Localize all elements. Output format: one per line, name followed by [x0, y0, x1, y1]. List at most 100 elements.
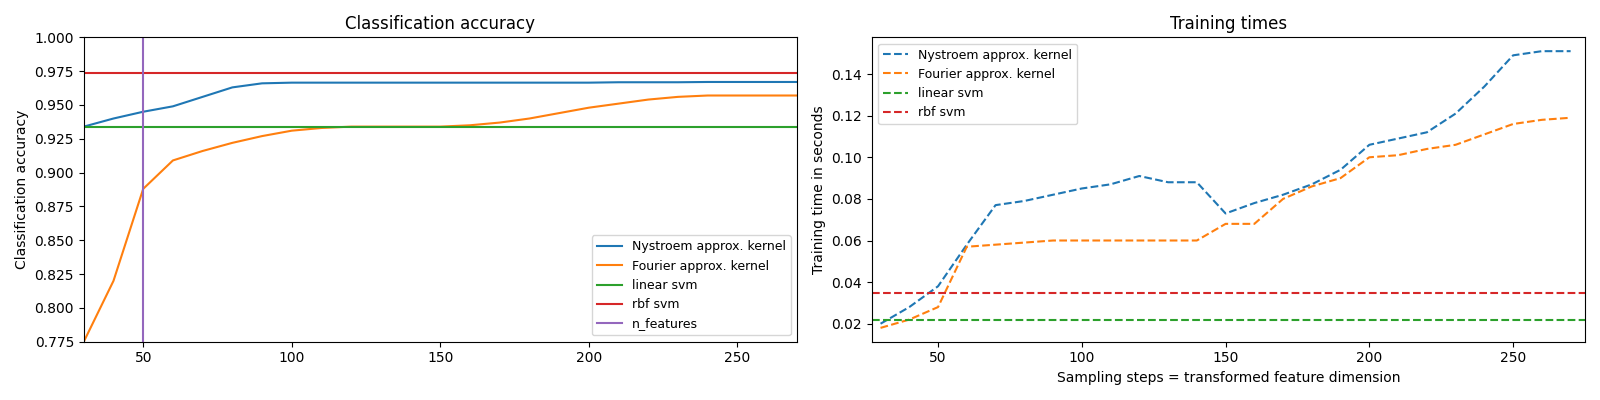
- Nystroem approx. kernel: [1158, 180, 1178, 185]
- Fourier approx. kernel: [1331, 176, 1350, 180]
- Fourier approx. kernel: [1533, 118, 1552, 122]
- Nystroem approx. kernel: [870, 321, 890, 326]
- Fourier approx. kernel: [1418, 146, 1437, 151]
- Nystroem approx. kernel: [1475, 84, 1494, 89]
- Fourier approx. kernel: [1562, 115, 1581, 120]
- Fourier approx. kernel: [1187, 238, 1206, 243]
- Fourier approx. kernel: [371, 124, 390, 129]
- Nystroem approx. kernel: [669, 80, 688, 85]
- Nystroem approx. kernel: [1302, 182, 1322, 187]
- Fourier approx. kernel: [341, 124, 360, 129]
- Title: Training times: Training times: [1170, 15, 1286, 33]
- Nystroem approx. kernel: [222, 85, 242, 90]
- Title: Classification accuracy: Classification accuracy: [346, 15, 536, 33]
- Line: Nystroem approx. kernel: Nystroem approx. kernel: [880, 51, 1571, 324]
- Nystroem approx. kernel: [1360, 142, 1379, 147]
- Nystroem approx. kernel: [698, 80, 717, 84]
- Fourier approx. kernel: [899, 317, 918, 322]
- Fourier approx. kernel: [698, 93, 717, 98]
- Fourier approx. kernel: [1274, 196, 1293, 201]
- Nystroem approx. kernel: [74, 124, 93, 129]
- Y-axis label: Classification accuracy: Classification accuracy: [14, 110, 29, 269]
- Nystroem approx. kernel: [194, 94, 213, 99]
- Nystroem approx. kernel: [1504, 53, 1523, 58]
- Nystroem approx. kernel: [1562, 49, 1581, 54]
- Line: Fourier approx. kernel: Fourier approx. kernel: [880, 118, 1571, 328]
- Nystroem approx. kernel: [787, 80, 806, 84]
- Fourier approx. kernel: [163, 158, 182, 163]
- Fourier approx. kernel: [1072, 238, 1091, 243]
- Legend: Nystroem approx. kernel, Fourier approx. kernel, linear svm, rbf svm, n_features: Nystroem approx. kernel, Fourier approx.…: [592, 236, 790, 336]
- Fourier approx. kernel: [222, 140, 242, 145]
- Fourier approx. kernel: [134, 186, 154, 191]
- Fourier approx. kernel: [1245, 222, 1264, 226]
- Nystroem approx. kernel: [282, 80, 301, 85]
- Fourier approx. kernel: [312, 126, 331, 130]
- Nystroem approx. kernel: [1533, 49, 1552, 54]
- Nystroem approx. kernel: [312, 80, 331, 85]
- Fourier approx. kernel: [728, 93, 747, 98]
- Nystroem approx. kernel: [549, 80, 568, 85]
- Fourier approx. kernel: [430, 124, 450, 129]
- Nystroem approx. kernel: [1274, 192, 1293, 197]
- Nystroem approx. kernel: [928, 284, 947, 289]
- Fourier approx. kernel: [1130, 238, 1149, 243]
- Fourier approx. kernel: [638, 97, 658, 102]
- Nystroem approx. kernel: [1072, 186, 1091, 191]
- Fourier approx. kernel: [549, 111, 568, 116]
- Line: Fourier approx. kernel: Fourier approx. kernel: [83, 96, 797, 342]
- Fourier approx. kernel: [104, 278, 123, 283]
- Nystroem approx. kernel: [371, 80, 390, 85]
- Nystroem approx. kernel: [1043, 192, 1062, 197]
- Fourier approx. kernel: [1158, 238, 1178, 243]
- Nystroem approx. kernel: [899, 305, 918, 310]
- Nystroem approx. kernel: [1216, 211, 1235, 216]
- Fourier approx. kernel: [579, 105, 598, 110]
- Nystroem approx. kernel: [1101, 182, 1120, 187]
- Fourier approx. kernel: [520, 116, 539, 121]
- Fourier approx. kernel: [1389, 153, 1408, 158]
- Fourier approx. kernel: [1446, 142, 1466, 147]
- linear svm: [0, 124, 5, 129]
- Nystroem approx. kernel: [1331, 167, 1350, 172]
- Nystroem approx. kernel: [957, 242, 976, 247]
- Nystroem approx. kernel: [1245, 201, 1264, 206]
- Fourier approx. kernel: [928, 305, 947, 310]
- linear svm: [0, 124, 8, 129]
- rbf svm: [0, 70, 8, 75]
- Fourier approx. kernel: [1014, 240, 1034, 245]
- Fourier approx. kernel: [253, 134, 272, 138]
- Nystroem approx. kernel: [1130, 174, 1149, 178]
- Fourier approx. kernel: [669, 94, 688, 99]
- Y-axis label: Training time in seconds: Training time in seconds: [811, 105, 826, 274]
- Line: Nystroem approx. kernel: Nystroem approx. kernel: [83, 82, 797, 127]
- Nystroem approx. kernel: [163, 104, 182, 109]
- Fourier approx. kernel: [787, 93, 806, 98]
- Nystroem approx. kernel: [402, 80, 421, 85]
- Nystroem approx. kernel: [1014, 198, 1034, 203]
- Nystroem approx. kernel: [579, 80, 598, 85]
- Nystroem approx. kernel: [490, 80, 509, 85]
- Fourier approx. kernel: [870, 326, 890, 330]
- Fourier approx. kernel: [1216, 222, 1235, 226]
- X-axis label: Sampling steps = transformed feature dimension: Sampling steps = transformed feature dim…: [1056, 371, 1400, 385]
- Fourier approx. kernel: [74, 339, 93, 344]
- Fourier approx. kernel: [1302, 184, 1322, 189]
- Nystroem approx. kernel: [1418, 130, 1437, 135]
- Nystroem approx. kernel: [728, 80, 747, 84]
- Legend: Nystroem approx. kernel, Fourier approx. kernel, linear svm, rbf svm: Nystroem approx. kernel, Fourier approx.…: [878, 44, 1077, 124]
- Fourier approx. kernel: [461, 123, 480, 128]
- Fourier approx. kernel: [282, 128, 301, 133]
- Nystroem approx. kernel: [134, 109, 154, 114]
- Fourier approx. kernel: [490, 120, 509, 125]
- Nystroem approx. kernel: [1389, 136, 1408, 141]
- Nystroem approx. kernel: [610, 80, 629, 85]
- Nystroem approx. kernel: [520, 80, 539, 85]
- Nystroem approx. kernel: [461, 80, 480, 85]
- Fourier approx. kernel: [610, 101, 629, 106]
- linear svm: [784, 317, 803, 322]
- Nystroem approx. kernel: [986, 203, 1005, 208]
- Nystroem approx. kernel: [253, 81, 272, 86]
- Fourier approx. kernel: [1043, 238, 1062, 243]
- rbf svm: [787, 290, 806, 295]
